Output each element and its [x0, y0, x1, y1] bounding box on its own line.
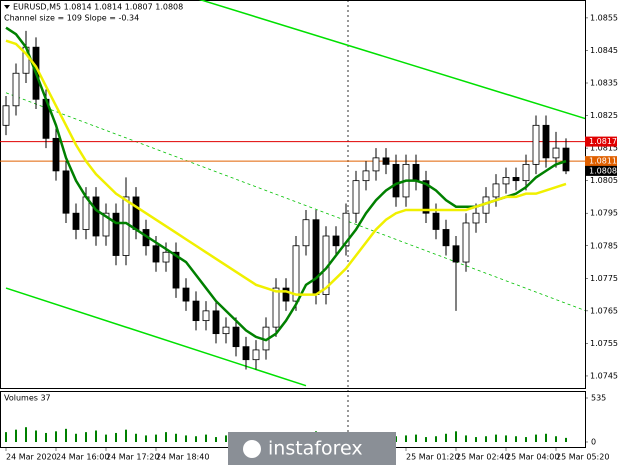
candle-body: [222, 326, 230, 335]
candle-body: [72, 212, 80, 230]
y-tick-label: 1.0795: [590, 209, 618, 218]
chart-title: EURUSD,M5 1.0814 1.0814 1.0807 1.0808: [13, 3, 183, 12]
x-tick-label: 24 Mar 17:20: [106, 453, 159, 462]
candle-body: [92, 196, 100, 237]
x-tick-label: 24 Mar 18:40: [156, 453, 209, 462]
candle-body: [312, 219, 320, 295]
plot: [0, 0, 585, 387]
y-tick-label: 1.0845: [590, 46, 618, 55]
candle-body: [512, 176, 520, 182]
channel-line: [198, 0, 585, 120]
y-tick-label: 1.0785: [590, 241, 618, 250]
candle-body: [382, 157, 390, 165]
candle-body: [102, 212, 110, 237]
candle-body: [392, 163, 400, 198]
candle-body: [522, 163, 530, 182]
candle-body: [472, 212, 480, 224]
moving-average: [5, 39, 567, 296]
candle-body: [62, 170, 70, 214]
candle-body: [422, 180, 430, 214]
candle-body: [332, 235, 340, 247]
channel-line: [5, 287, 307, 387]
candle-body: [442, 229, 450, 247]
candle-body: [202, 310, 210, 322]
y-tick-label: 1.0755: [590, 339, 618, 348]
candle-body: [502, 176, 510, 185]
candle-body: [352, 180, 360, 214]
level-tag: [585, 156, 617, 167]
y-tick-label: 1.0745: [590, 371, 618, 380]
x-tick-label: 25 Mar 04:00: [506, 453, 559, 462]
last-price-label: 1.0808: [589, 166, 617, 175]
candle-body: [552, 147, 560, 159]
plot-frame: [0, 0, 586, 389]
candle-body: [182, 287, 190, 302]
watermark-logo: [243, 440, 261, 458]
candle-body: [412, 163, 420, 182]
x-tick-label: 24 Mar 2020: [6, 453, 57, 462]
level-label: 1.0811: [589, 157, 617, 166]
candle-body: [342, 212, 350, 247]
level-tag: [585, 136, 617, 147]
x-tick-label: 25 Mar 05:20: [556, 453, 609, 462]
candle-body: [82, 196, 90, 230]
level-label: 1.0817: [589, 137, 617, 146]
candle-body: [232, 326, 240, 348]
candle-body: [462, 222, 470, 263]
y-tick-label: 1.0825: [590, 111, 618, 120]
volume-title: Volumes 37: [4, 394, 51, 403]
candle-body: [272, 287, 280, 328]
x-tick-label: 25 Mar 02:40: [456, 453, 509, 462]
indicator-label: Channel size = 109 Slope = -0.34: [4, 14, 139, 23]
candle-body: [242, 346, 250, 361]
y-tick-label: 1.0855: [590, 13, 618, 22]
candle-body: [292, 245, 300, 302]
candle-body: [532, 124, 540, 165]
candle-body: [12, 72, 20, 107]
candle-body: [372, 157, 380, 172]
axes: 1.0855 1.0845 1.0835 1.0825 1.0815 1.0805 1.07…: [5, 13, 618, 462]
watermark: instaforex: [268, 438, 363, 460]
candle-body: [132, 196, 140, 230]
candle-body: [282, 287, 290, 302]
candle-body: [302, 219, 310, 247]
candle-body: [562, 147, 570, 172]
candle-body: [212, 310, 220, 335]
candle-body: [172, 251, 180, 289]
candle-body: [252, 349, 260, 361]
candle-body: [492, 183, 500, 198]
candle-body: [112, 212, 120, 256]
x-tick-label: 25 Mar 01:20: [406, 453, 459, 462]
candle-body: [452, 245, 460, 263]
y-tick-label: 1.0775: [590, 274, 618, 283]
last-price-tag: [585, 165, 617, 176]
candle-body: [162, 251, 170, 263]
y-tick-label: 1.0815: [590, 144, 618, 153]
channel-line: [5, 92, 585, 311]
volume-tick-label: 0: [591, 438, 596, 447]
candle-body: [2, 105, 10, 126]
candle-body: [542, 124, 550, 159]
x-tick-label: 24 Mar 16:00: [56, 453, 109, 462]
volume-tick-label: 535: [591, 394, 606, 403]
candle-body: [52, 137, 60, 172]
candle-body: [152, 245, 160, 263]
candle-body: [192, 300, 200, 322]
candle-body: [432, 212, 440, 230]
y-tick-label: 1.0765: [590, 306, 618, 315]
y-tick-label: 1.0835: [590, 79, 618, 88]
menu-arrow: [4, 5, 10, 9]
candle-body: [122, 196, 130, 256]
candle-body: [362, 170, 370, 182]
y-tick-label: 1.0805: [590, 176, 618, 185]
